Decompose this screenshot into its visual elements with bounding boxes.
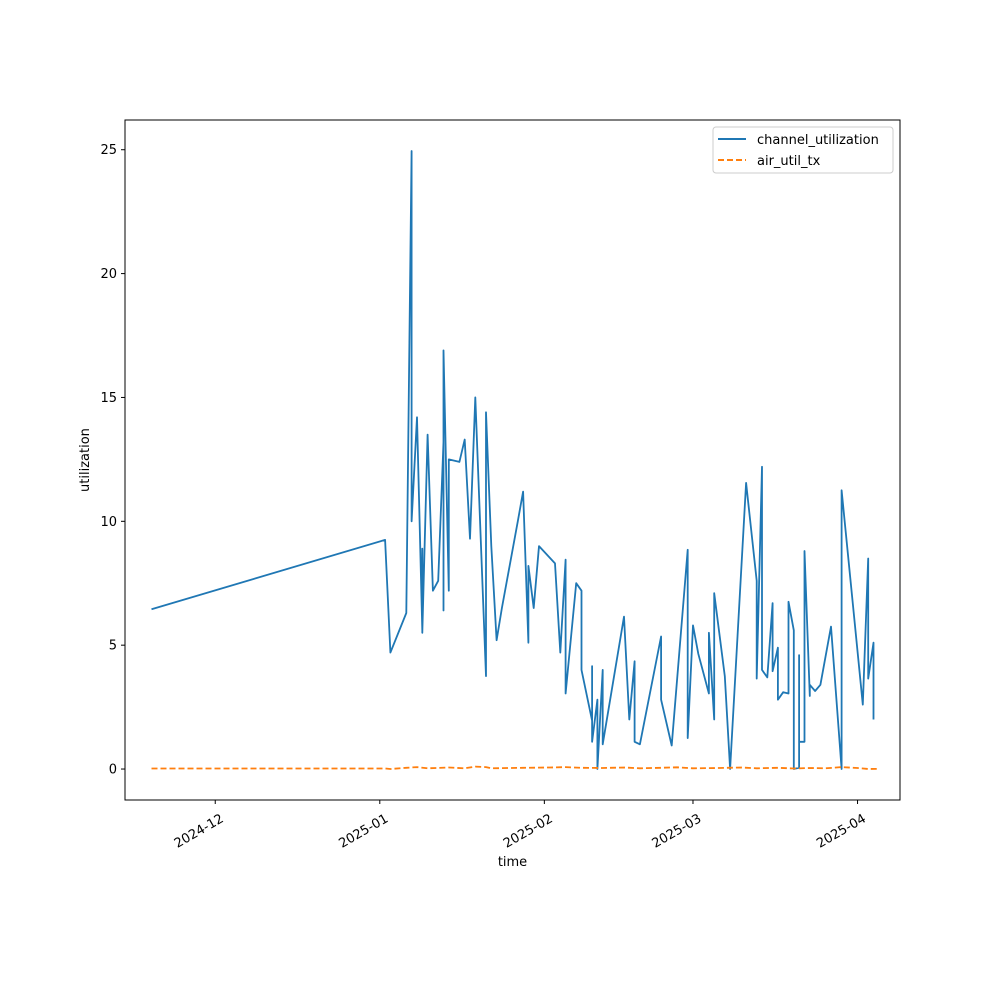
y-axis-ticks: 0 5 10 15 20 25	[100, 143, 125, 778]
y-axis-title: utilization	[78, 428, 93, 492]
y-tick-label: 20	[100, 267, 117, 282]
legend-box	[712, 126, 894, 174]
y-tick-label: 25	[100, 143, 117, 158]
legend: channel_utilization air_util_tx	[712, 126, 894, 174]
series-layer	[151, 150, 879, 770]
legend-label-air-util-tx: air_util_tx	[757, 154, 821, 169]
series-line-air-util-tx	[151, 765, 879, 770]
y-tick-label: 10	[100, 515, 117, 530]
x-axis-title: time	[498, 855, 527, 870]
y-tick-label: 5	[109, 639, 117, 654]
legend-label-channel-utilization: channel_utilization	[757, 133, 879, 148]
plot-frame	[124, 119, 901, 801]
y-tick-label: 15	[100, 391, 117, 406]
y-tick-label: 0	[109, 763, 117, 778]
